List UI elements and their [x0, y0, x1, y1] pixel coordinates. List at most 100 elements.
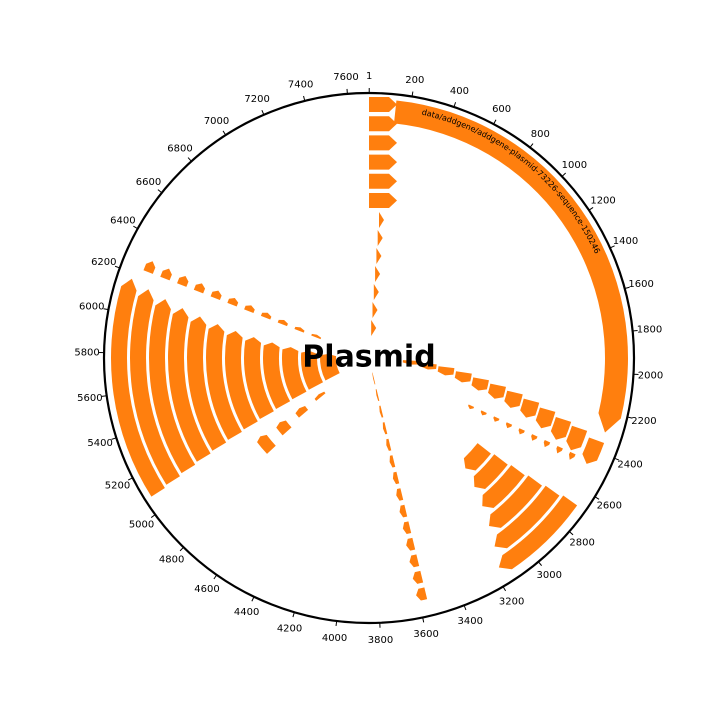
tick-label: 2800 [569, 538, 594, 549]
feature-blade [110, 278, 165, 497]
feature-chevron [493, 416, 500, 422]
feature-blade [243, 337, 274, 420]
feature-blade [205, 324, 242, 440]
feature-chevron [402, 521, 412, 535]
tick-label: 5000 [129, 520, 154, 531]
feature-blade [301, 350, 324, 390]
tick-label: 7600 [333, 72, 358, 83]
feature-chevron [314, 391, 326, 401]
tick-mark [594, 496, 600, 500]
feature-chevron [177, 276, 189, 287]
tick-label: 2000 [638, 370, 663, 381]
feature-chevron [371, 320, 377, 336]
feature-chevron [372, 302, 378, 318]
feature-chevron [193, 283, 206, 294]
feature-chevron [227, 298, 239, 307]
tick-mark [187, 157, 192, 162]
tick-label: 200 [405, 75, 424, 86]
tick-label: 4000 [322, 633, 347, 644]
feature-blade [504, 390, 523, 408]
tick-mark [453, 102, 457, 108]
feature-block [369, 154, 397, 170]
feature-chevron [480, 410, 487, 416]
feature-chevron [386, 438, 392, 451]
tick-mark [292, 612, 295, 618]
feature-blade [489, 475, 543, 528]
tick-mark [127, 477, 133, 481]
feature-blade [129, 289, 180, 485]
tick-label: 2400 [617, 460, 642, 471]
feature-blade [454, 371, 472, 383]
tick-mark [335, 620, 338, 627]
tick-mark [411, 91, 414, 97]
feature-blade [402, 360, 419, 365]
tick-mark [222, 130, 227, 136]
feature-chevron [505, 422, 513, 429]
tick-mark [179, 546, 184, 552]
feature-chevron [260, 312, 272, 320]
feature-chevron [372, 372, 376, 385]
tick-label: 1800 [637, 324, 662, 335]
feature-blade [498, 495, 578, 570]
feature-chevron [396, 488, 404, 501]
feature-chevron [160, 268, 172, 281]
tick-label: 4800 [159, 554, 184, 565]
feature-blade [482, 465, 525, 509]
feature-chevron [244, 305, 255, 314]
feature-blade [149, 299, 196, 474]
tick-label: 5600 [77, 393, 102, 404]
tick-label: 2200 [631, 416, 656, 427]
tick-mark [624, 286, 630, 290]
plasmid-title: Plasmid [302, 340, 435, 375]
feature-chevron [295, 406, 309, 418]
feature-chevron [373, 284, 379, 300]
feature-blade [420, 362, 437, 370]
tick-mark [609, 245, 615, 249]
feature-chevron [531, 434, 538, 441]
tick-label: 1200 [590, 196, 615, 207]
tick-label: 1000 [562, 160, 587, 171]
tick-label: 7000 [204, 116, 229, 127]
feature-chevron [468, 404, 475, 410]
feature-chevron [389, 455, 396, 468]
tick-label: 6000 [79, 302, 104, 313]
tick-label: 5400 [87, 438, 112, 449]
tick-layer: 1 200400600800100012001400160018002000220… [74, 71, 663, 646]
tick-label: 4400 [234, 607, 259, 618]
tick-label: 3600 [413, 629, 438, 640]
tick-label: 3800 [368, 635, 393, 646]
feature-blade [463, 443, 491, 471]
tick-mark [627, 416, 633, 419]
tick-label: 4600 [194, 584, 219, 595]
feature-chevron [375, 266, 381, 282]
tick-mark [303, 95, 306, 102]
tick-mark [614, 457, 620, 461]
feature-blade [319, 353, 340, 381]
feature-chevron [382, 422, 388, 435]
feature-chevron [311, 333, 322, 340]
tick-mark [561, 172, 567, 177]
tick-label: 4200 [277, 624, 302, 635]
feature-chevron [399, 504, 408, 518]
feature-blade [437, 366, 455, 376]
tick-mark [493, 119, 497, 125]
tick-label: 800 [531, 129, 550, 140]
tick-label: 5800 [74, 347, 99, 358]
feature-blade [520, 398, 540, 418]
feature-chevron [518, 428, 525, 435]
feature-arrow [393, 100, 628, 433]
feature-blade [566, 425, 588, 451]
tick-label: 1400 [613, 236, 638, 247]
feature-blade [281, 347, 307, 400]
tick-label: 5200 [105, 481, 130, 492]
tick-mark [588, 207, 594, 211]
tick-mark [261, 109, 265, 115]
feature-chevron [257, 434, 276, 454]
tick-label: 600 [492, 104, 511, 115]
tick-mark [103, 308, 109, 311]
tick-label: 6800 [167, 144, 192, 155]
feature-block [369, 193, 397, 208]
feature-chevron [556, 445, 563, 454]
